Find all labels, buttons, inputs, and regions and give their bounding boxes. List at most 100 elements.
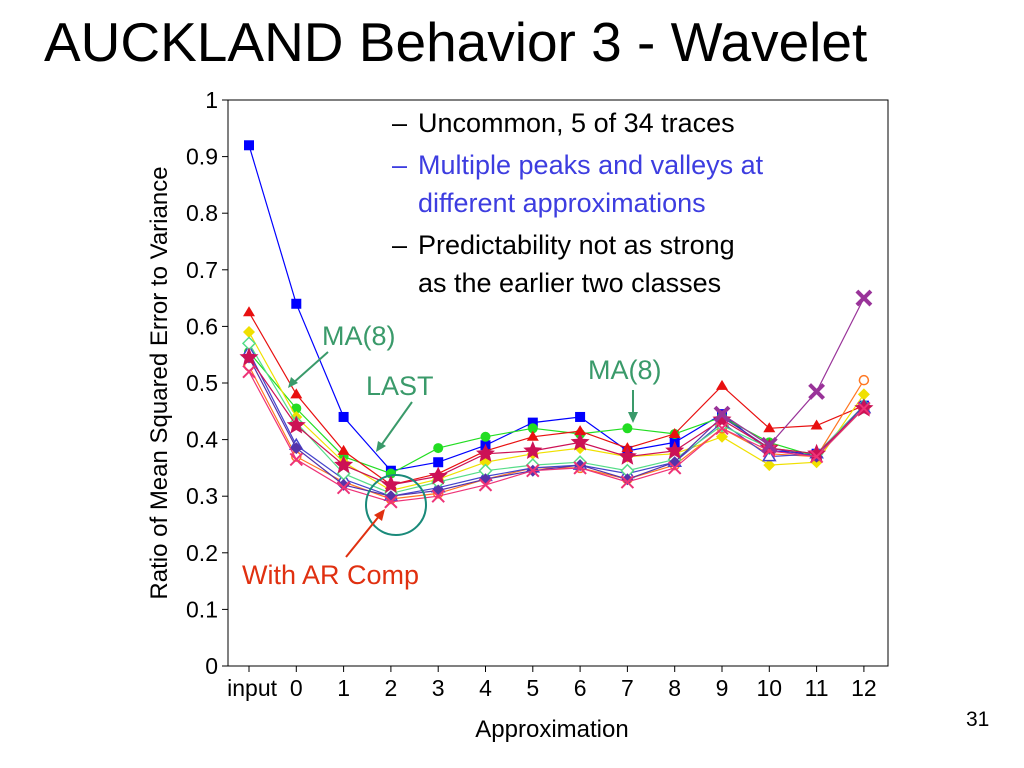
x-tick-label: 9: [716, 675, 729, 701]
series: [243, 351, 870, 503]
data-point: [291, 298, 302, 309]
y-tick-label: 0.6: [186, 313, 218, 339]
series-line: [248, 371, 865, 503]
data-point: [715, 421, 729, 435]
data-point: [290, 442, 303, 455]
slide-number: 31: [966, 708, 990, 731]
data-point: [384, 495, 398, 509]
annotation-arrow: [291, 351, 329, 385]
data-point: [478, 478, 493, 492]
data-point: [574, 425, 587, 436]
y-tick-label: 0.2: [186, 540, 218, 566]
series: [242, 364, 871, 509]
data-point: [573, 461, 587, 475]
data-point: [381, 474, 401, 493]
data-point: [289, 452, 304, 467]
data-point: [857, 401, 871, 416]
annotation-last: LAST: [366, 371, 434, 401]
data-point: [621, 473, 634, 486]
bullet-dash: –: [392, 230, 408, 260]
annotation-ma8-right: MA(8): [588, 355, 662, 385]
y-tick-label: 1: [205, 87, 218, 113]
data-point: [575, 411, 586, 422]
data-point: [665, 440, 685, 459]
data-point: [667, 461, 682, 475]
data-point: [858, 374, 870, 386]
x-tick-label: 6: [574, 675, 587, 701]
x-tick-label: 12: [851, 675, 877, 701]
data-point: [527, 423, 538, 434]
y-tick-label: 0.8: [186, 200, 218, 226]
data-point: [286, 415, 306, 434]
x-tick-label: 2: [385, 675, 398, 701]
data-point: [810, 419, 823, 430]
y-tick-label: 0.9: [186, 144, 218, 170]
series-line: [248, 357, 865, 486]
bullet-item: – Multiple peaks and valleys at differen…: [392, 146, 872, 222]
data-point: [480, 431, 491, 442]
annotation-with-ar-comp: With AR Comp: [242, 560, 419, 590]
bullet-list: – Uncommon, 5 of 34 traces – Multiple pe…: [392, 104, 872, 306]
bullet-line: as the earlier two classes: [418, 268, 722, 298]
annotation-arrowhead: [288, 377, 298, 388]
data-point: [431, 489, 445, 503]
data-point: [763, 459, 776, 472]
x-tick-label: 1: [337, 675, 350, 701]
y-tick-label: 0.3: [186, 483, 218, 509]
data-point: [337, 478, 350, 491]
data-point: [526, 430, 539, 441]
series-line: [721, 297, 865, 447]
data-point: [622, 423, 633, 434]
bullet-dash: –: [392, 108, 408, 138]
x-tick-label: 5: [526, 675, 539, 701]
series-line: [248, 312, 865, 486]
data-point: [713, 405, 731, 423]
bullet-line: Multiple peaks and valleys at: [418, 150, 764, 180]
data-point: [617, 446, 637, 465]
series-line: [248, 351, 865, 475]
data-point: [855, 289, 873, 307]
x-tick-label: 0: [290, 675, 303, 701]
data-point: [334, 455, 354, 474]
data-point: [290, 388, 303, 399]
data-point: [527, 417, 538, 428]
data-point: [428, 466, 448, 485]
data-point: [523, 440, 543, 459]
annotation-arrowhead: [374, 509, 385, 521]
x-tick-label: input: [227, 675, 277, 701]
data-point: [716, 430, 728, 443]
x-tick-label: 3: [432, 675, 445, 701]
data-point: [243, 326, 255, 339]
data-point: [337, 444, 350, 455]
x-tick-label: 7: [621, 675, 634, 701]
y-tick-label: 0.4: [186, 427, 218, 453]
bullet-dash: –: [392, 150, 408, 180]
y-tick-label: 0.7: [186, 257, 218, 283]
x-axis-label: Approximation: [475, 716, 628, 743]
data-point: [338, 411, 349, 422]
data-point: [716, 379, 728, 390]
data-point: [526, 464, 540, 478]
annotation-arrow: [345, 514, 381, 558]
x-tick-label: 8: [668, 675, 681, 701]
data-point: [620, 475, 635, 489]
series: [241, 344, 872, 501]
data-point: [807, 443, 827, 462]
data-point: [476, 443, 495, 462]
series: [243, 326, 870, 497]
data-point: [242, 364, 256, 379]
series-layer: [239, 140, 874, 509]
y-tick-label: 0.1: [186, 596, 218, 622]
x-tick-label: 4: [479, 675, 492, 701]
x-tick-label: 10: [757, 675, 783, 701]
x-tick-label: 11: [805, 675, 829, 701]
data-point: [760, 436, 778, 454]
series: [713, 289, 873, 454]
annotation-arrowhead: [628, 412, 638, 423]
data-point: [433, 457, 444, 468]
data-point: [761, 449, 777, 462]
y-tick-label: 0.5: [186, 370, 218, 396]
data-point: [244, 140, 254, 151]
